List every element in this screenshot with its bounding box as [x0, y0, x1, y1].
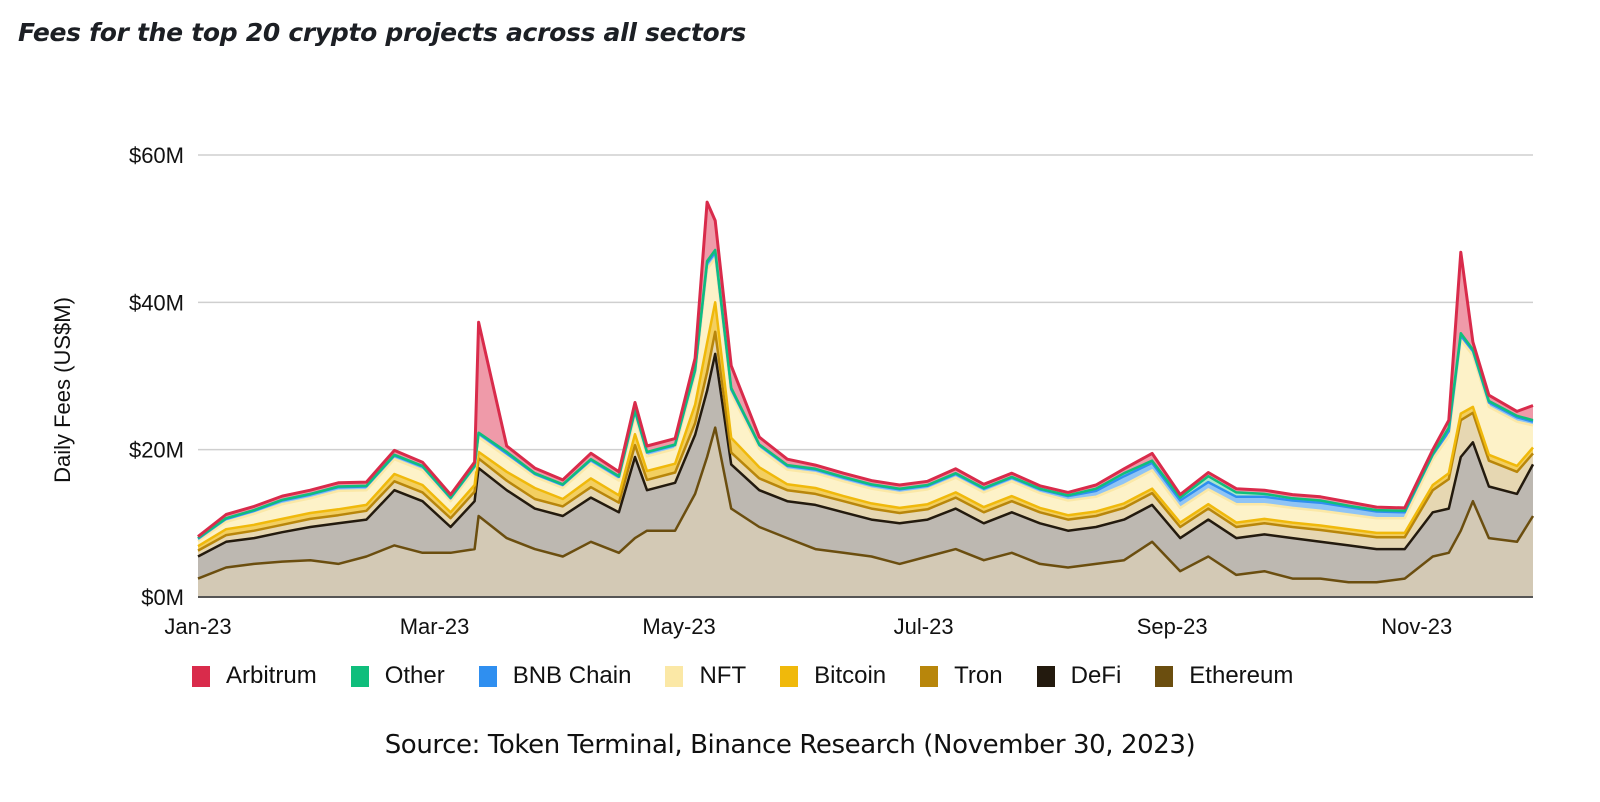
- x-tick-label: Nov-23: [1381, 614, 1452, 639]
- legend-label: Arbitrum: [226, 662, 317, 689]
- line-nft: [197, 256, 1534, 543]
- line-other: [197, 248, 1534, 540]
- legend-label: BNB Chain: [512, 662, 632, 689]
- line-tron: [197, 330, 1534, 552]
- y-tick-labels: $0M $20M $40M $60M: [129, 143, 184, 610]
- line-ethereum: [197, 426, 1535, 584]
- y-tick-label: $40M: [129, 290, 184, 315]
- chart-title: Fees for the top 20 crypto projects acro…: [18, 18, 746, 47]
- legend-swatch: [1036, 665, 1055, 687]
- area-bitcoin: [198, 302, 1533, 551]
- legend-item-bnb-chain: BNB Chain: [478, 662, 632, 690]
- y-tick-label: $20M: [129, 438, 184, 463]
- y-tick-label: $0M: [141, 585, 184, 610]
- legend-label: NFT: [699, 662, 747, 689]
- area-ethereum: [198, 427, 1533, 597]
- x-tick-label: May-23: [642, 614, 715, 639]
- legend-item-nft: NFT: [665, 662, 746, 690]
- x-tick-label: Jul-23: [894, 614, 954, 639]
- line-arbitrum: [197, 200, 1534, 538]
- legend-label: DeFi: [1070, 662, 1122, 689]
- area-defi: [198, 353, 1533, 583]
- legend: Arbitrum Other BNB Chain NFT Bitcoin Tron DeFi…: [192, 662, 1327, 690]
- legend-item-bitcoin: Bitcoin: [780, 662, 886, 690]
- y-tick-label: $60M: [129, 143, 184, 168]
- legend-item-tron: Tron: [920, 662, 1003, 690]
- series-lines: [197, 200, 1535, 584]
- legend-item-arbitrum: Arbitrum: [192, 662, 317, 690]
- legend-label: Tron: [954, 662, 1003, 689]
- legend-label: Bitcoin: [814, 662, 887, 689]
- y-axis-label: Daily Fees (US$M): [50, 297, 75, 483]
- legend-item-defi: DeFi: [1036, 662, 1122, 690]
- legend-swatch: [665, 665, 684, 687]
- legend-swatch: [192, 665, 210, 687]
- legend-swatch: [1155, 665, 1174, 687]
- line-defi: [197, 352, 1535, 558]
- series-areas: [198, 202, 1533, 597]
- x-tick-labels: Jan-23 Mar-23 May-23 Jul-23 Sep-23 Nov-23: [164, 614, 1452, 639]
- legend-swatch: [920, 665, 939, 687]
- x-tick-label: Mar-23: [400, 614, 470, 639]
- legend-item-ethereum: Ethereum: [1155, 662, 1293, 690]
- line-bitcoin: [197, 301, 1534, 548]
- legend-swatch: [478, 665, 497, 687]
- legend-label: Other: [384, 662, 445, 689]
- legend-item-other: Other: [350, 662, 445, 690]
- area-tron: [198, 331, 1533, 557]
- legend-swatch: [350, 665, 369, 687]
- legend-swatch: [780, 665, 799, 687]
- source-caption: Source: Token Terminal, Binance Research…: [384, 730, 1196, 760]
- gridlines: [198, 154, 1533, 451]
- x-tick-label: Jan-23: [164, 614, 231, 639]
- area-nft: [198, 258, 1533, 547]
- legend-label: Ethereum: [1189, 662, 1294, 689]
- x-tick-label: Sep-23: [1137, 614, 1208, 639]
